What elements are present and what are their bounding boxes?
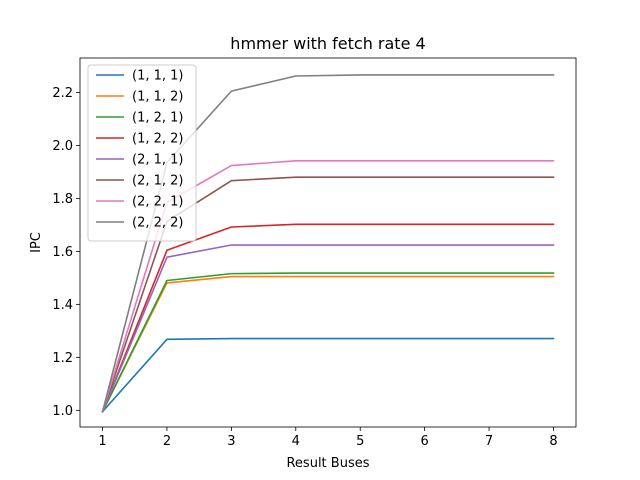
- chart-title: hmmer with fetch rate 4: [230, 34, 425, 53]
- x-axis-title: Result Buses: [286, 456, 369, 471]
- y-tick-label: 1.6: [52, 245, 73, 260]
- x-tick-label: 6: [420, 434, 428, 449]
- y-tick-label: 1.2: [52, 351, 73, 366]
- legend: (1, 1, 1) (1, 1, 2) (1, 2, 1) (1, 2, 2) (2, …: [87, 64, 197, 242]
- legend-label-2: (1, 1, 2): [132, 90, 184, 105]
- y-tick-label: 1.8: [52, 192, 73, 207]
- y-tick-label: 2.2: [52, 86, 73, 101]
- x-tick-label: 3: [227, 434, 235, 449]
- series-line-2: [101, 275, 555, 413]
- legend-label-1: (1, 1, 1): [132, 69, 184, 84]
- y-tick-label: 1.0: [52, 404, 73, 419]
- x-tick-label: 2: [163, 434, 171, 449]
- legend-box: [87, 64, 197, 242]
- legend-label-3: (1, 2, 1): [132, 111, 184, 126]
- x-tick-label: 7: [485, 434, 493, 449]
- x-tick-label: 4: [292, 434, 300, 449]
- y-axis: 1.0 1.2 1.4 1.6 1.8 2.0 2.2: [52, 86, 80, 419]
- series-line-1: [101, 337, 555, 413]
- x-axis: 1 2 3 4 5 6 7 8: [98, 427, 558, 449]
- x-tick-label: 1: [98, 434, 106, 449]
- legend-label-8: (2, 2, 2): [132, 216, 184, 231]
- legend-label-6: (2, 1, 2): [132, 174, 184, 189]
- axes-frame: [79, 57, 577, 428]
- x-tick-label: 8: [549, 434, 557, 449]
- y-axis-title: IPC: [29, 232, 44, 253]
- axes-spines: [79, 57, 577, 428]
- y-tick-label: 1.4: [52, 298, 73, 313]
- legend-label-7: (2, 2, 1): [132, 195, 184, 210]
- legend-label-5: (2, 1, 1): [132, 153, 184, 168]
- y-tick-label: 2.0: [52, 139, 73, 154]
- series-line-5: [101, 244, 555, 413]
- x-tick-label: 5: [356, 434, 364, 449]
- legend-label-4: (1, 2, 2): [132, 132, 184, 147]
- series-line-3: [101, 272, 555, 413]
- series-line-4: [101, 223, 555, 413]
